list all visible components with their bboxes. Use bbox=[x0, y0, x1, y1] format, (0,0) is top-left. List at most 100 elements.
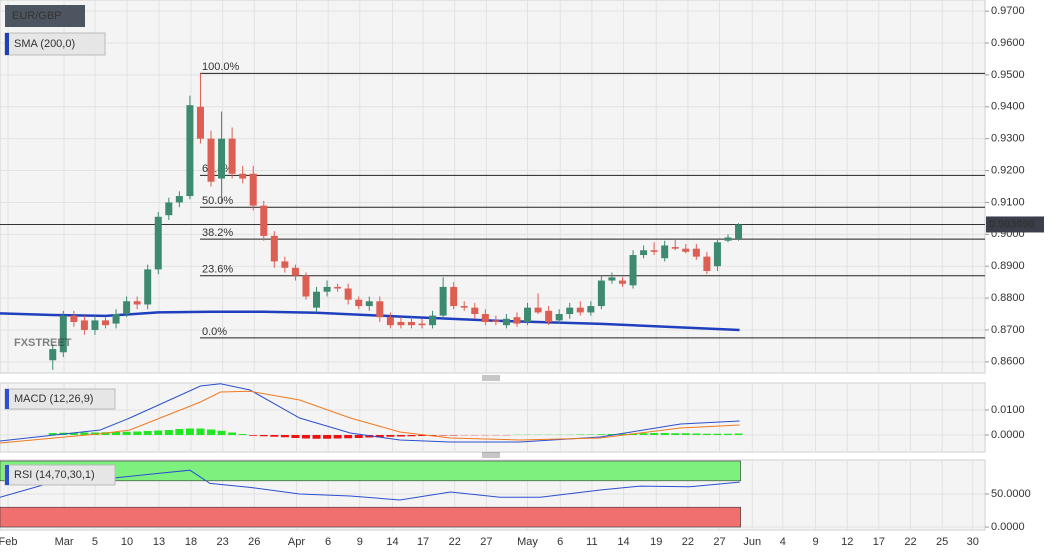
x-tick-label: Jun bbox=[743, 536, 761, 548]
candle-body bbox=[513, 317, 521, 324]
x-tick-label: Apr bbox=[288, 536, 305, 548]
candle-body bbox=[334, 286, 342, 289]
candle-body bbox=[481, 314, 489, 322]
candle-body bbox=[218, 138, 226, 179]
candle-body bbox=[471, 307, 479, 315]
candle-body bbox=[239, 173, 247, 179]
overbought-zone bbox=[0, 460, 741, 482]
y-tick-label: 0.9300 bbox=[991, 133, 1025, 145]
x-tick-label: Mar bbox=[55, 536, 74, 548]
histogram-bar bbox=[112, 432, 121, 435]
candle-body bbox=[545, 310, 553, 322]
candle-body bbox=[566, 307, 574, 315]
candle-body bbox=[228, 138, 236, 174]
candle-body bbox=[407, 321, 415, 326]
histogram-bar bbox=[133, 431, 142, 435]
candle-body bbox=[692, 248, 700, 257]
candle-body bbox=[640, 250, 648, 256]
histogram-bar bbox=[196, 428, 205, 435]
histogram-bar bbox=[270, 435, 279, 437]
x-tick-label: 19 bbox=[650, 536, 662, 548]
histogram-bar bbox=[238, 434, 247, 435]
candle-body bbox=[439, 286, 447, 316]
x-tick-label: 22 bbox=[904, 536, 916, 548]
candle-body bbox=[313, 291, 321, 308]
y-tick-label: 0.9100 bbox=[991, 196, 1025, 208]
histogram-bar bbox=[154, 430, 163, 435]
histogram-bar bbox=[597, 434, 606, 435]
price-tag-bg bbox=[986, 216, 1044, 233]
candle-body bbox=[576, 307, 584, 313]
x-tick-label: 30 bbox=[967, 536, 979, 548]
x-tick-label: 27 bbox=[480, 536, 492, 548]
histogram-bar bbox=[439, 435, 448, 436]
x-tick-label: 11 bbox=[586, 536, 597, 548]
candle-body bbox=[650, 250, 658, 252]
histogram-bar bbox=[723, 433, 732, 435]
histogram-bar bbox=[386, 435, 395, 437]
candle-body bbox=[302, 275, 310, 297]
candle-body bbox=[175, 196, 183, 203]
x-tick-label: 14 bbox=[617, 536, 629, 548]
candle-body bbox=[555, 314, 563, 321]
candle-body bbox=[735, 224, 743, 240]
candle-body bbox=[703, 256, 711, 271]
y-tick-label: 0.0000 bbox=[991, 521, 1025, 533]
candle-body bbox=[661, 245, 669, 259]
candle-body bbox=[207, 138, 215, 182]
fib-label: 38.2% bbox=[202, 227, 233, 239]
symbol-box bbox=[5, 5, 85, 27]
x-tick-label: 22 bbox=[682, 536, 694, 548]
x-tick-label: 10 bbox=[121, 536, 133, 548]
rsi-legend-swatch bbox=[5, 465, 9, 485]
candle-body bbox=[524, 307, 532, 322]
histogram-bar bbox=[681, 433, 690, 435]
fib-label: 0.0% bbox=[202, 326, 227, 338]
candle-body bbox=[671, 247, 679, 249]
candle-body bbox=[492, 320, 500, 322]
histogram-bar bbox=[344, 435, 353, 439]
x-tick-label: 9 bbox=[357, 536, 363, 548]
y-tick-label: 0.9200 bbox=[991, 164, 1025, 176]
oversold-zone bbox=[0, 506, 741, 528]
histogram-bar bbox=[69, 432, 78, 435]
candle-body bbox=[608, 277, 616, 281]
sma-legend-swatch bbox=[5, 33, 9, 55]
x-tick-label: 26 bbox=[248, 536, 260, 548]
histogram-bar bbox=[618, 433, 627, 435]
candle-body bbox=[186, 105, 194, 197]
histogram-bar bbox=[280, 435, 289, 438]
fib-label: 50.0% bbox=[202, 195, 233, 207]
histogram-bar bbox=[396, 435, 405, 437]
candle-body bbox=[460, 306, 468, 308]
histogram-bar bbox=[576, 434, 585, 435]
candle-body bbox=[144, 269, 152, 305]
histogram-bar bbox=[312, 435, 321, 439]
histogram-bar bbox=[323, 435, 332, 439]
symbol-title: EUR/GBP bbox=[12, 10, 62, 22]
candle-body bbox=[91, 320, 99, 330]
fib-label: 23.6% bbox=[202, 264, 233, 276]
candle-body bbox=[249, 173, 257, 206]
fib-label: 100.0% bbox=[202, 61, 240, 73]
histogram-bar bbox=[291, 435, 300, 438]
panel-title: RSI (14,70,30,1) bbox=[14, 469, 95, 481]
candle-body bbox=[102, 320, 110, 326]
rsi-line bbox=[0, 469, 740, 501]
histogram-bar bbox=[365, 435, 374, 438]
candle-body bbox=[291, 267, 299, 276]
candle-body bbox=[365, 301, 373, 307]
histogram-bar bbox=[639, 433, 648, 435]
x-tick-label: 17 bbox=[417, 536, 429, 548]
histogram-bar bbox=[122, 431, 131, 435]
x-tick-label: 18 bbox=[185, 536, 197, 548]
histogram-bar bbox=[702, 433, 711, 435]
candle-body bbox=[112, 314, 120, 324]
histogram-bar bbox=[185, 428, 194, 435]
candle-body bbox=[502, 318, 510, 326]
y-tick-label: 0.8600 bbox=[991, 356, 1025, 368]
histogram-bar bbox=[734, 433, 743, 435]
histogram-bar bbox=[671, 433, 680, 435]
histogram-bar bbox=[80, 432, 89, 435]
